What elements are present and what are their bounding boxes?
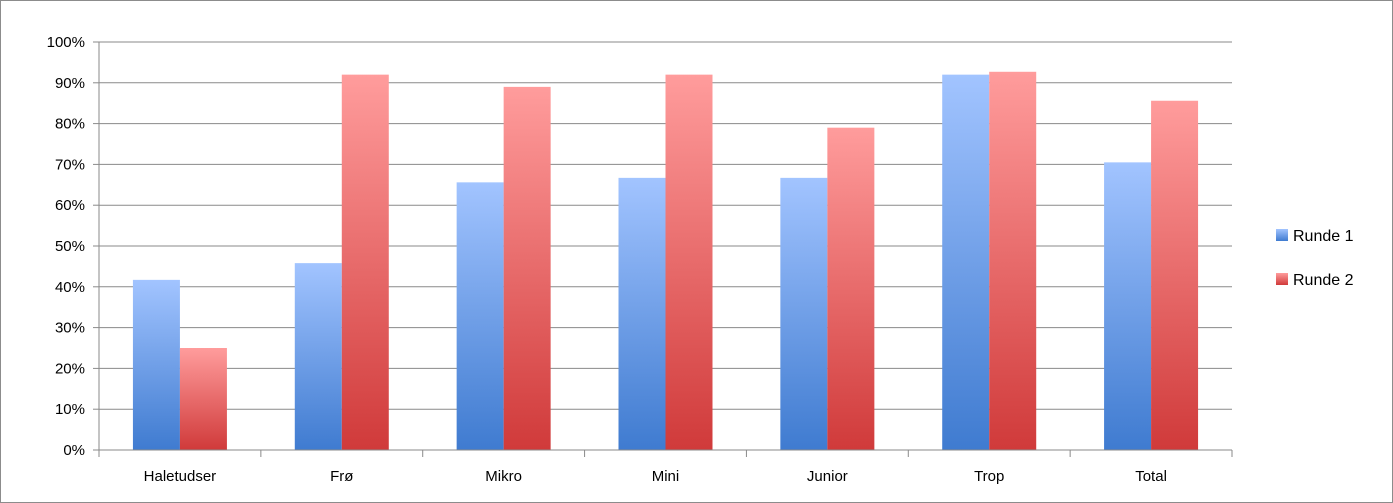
x-axis-ticks: Haletudser Frø Mikro Mini Junior Trop Total	[144, 468, 1167, 485]
bar-1	[618, 177, 666, 450]
bar-2	[341, 74, 389, 450]
x-tick-label: Frø	[330, 468, 353, 485]
legend-label: Runde 2	[1293, 272, 1354, 289]
legend: Runde 1 Runde 2	[1276, 228, 1354, 289]
y-tick-label: 10%	[55, 401, 85, 418]
y-tick-label: 40%	[55, 279, 85, 296]
bar-2	[179, 348, 227, 450]
x-tick-label: Mini	[652, 468, 680, 485]
y-tick-label: 50%	[55, 238, 85, 255]
y-tick-label: 30%	[55, 320, 85, 337]
bar-2	[989, 71, 1037, 450]
y-axis-ticks: 0% 10% 20% 30% 40% 50% 60% 70% 80% 90% 100%	[47, 34, 99, 459]
x-tick-label: Mikro	[485, 468, 522, 485]
bar-1	[780, 177, 828, 450]
legend-label: Runde 1	[1293, 228, 1354, 245]
x-tick-label: Haletudser	[144, 468, 217, 485]
bar-1	[132, 279, 180, 450]
bar-2	[665, 74, 713, 450]
bar-2	[827, 127, 875, 451]
bar-2	[503, 86, 551, 450]
bar-1	[294, 263, 342, 450]
y-tick-label: 70%	[55, 156, 85, 173]
y-tick-label: 90%	[55, 75, 85, 92]
y-tick-label: 20%	[55, 360, 85, 377]
x-tick-label: Trop	[974, 468, 1004, 485]
x-tick-label: Junior	[807, 468, 848, 485]
legend-swatch	[1276, 273, 1288, 285]
x-tick-label: Total	[1135, 468, 1167, 485]
y-tick-label: 80%	[55, 116, 85, 133]
axes	[98, 42, 1233, 457]
y-tick-label: 100%	[47, 34, 85, 51]
y-tick-label: 0%	[63, 442, 85, 459]
bar-1	[1104, 162, 1152, 451]
bar-1	[456, 182, 504, 451]
legend-swatch	[1276, 229, 1288, 241]
bar-1	[942, 74, 990, 450]
bars	[132, 71, 1199, 451]
y-tick-label: 60%	[55, 197, 85, 214]
bar-2	[1151, 100, 1199, 450]
